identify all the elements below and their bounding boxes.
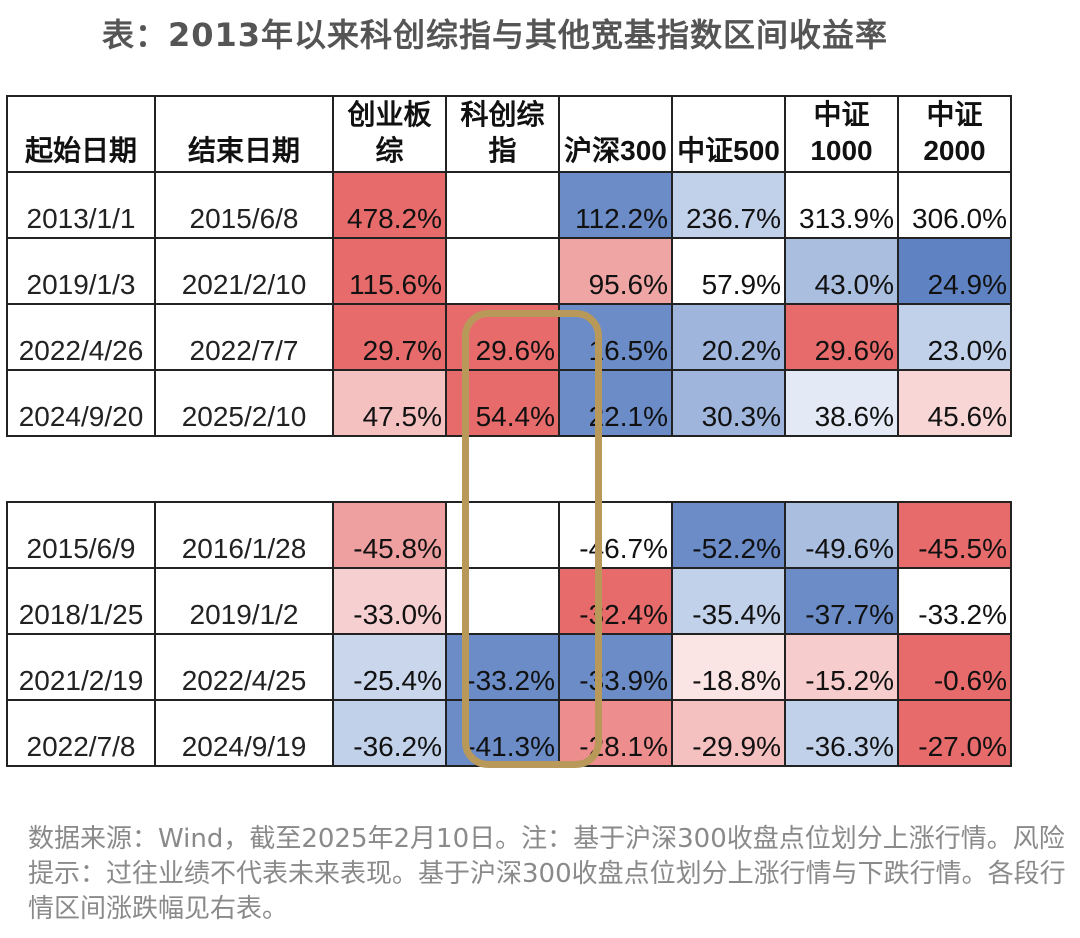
return-cell: -45.5% bbox=[897, 501, 1012, 569]
end-date-cell: 2019/1/2 bbox=[154, 567, 334, 635]
table-row: 2015/6/9 2016/1/28 -45.8% -46.7% -52.2% -49.6… bbox=[6, 501, 1012, 569]
start-date-cell: 2022/4/26 bbox=[6, 303, 156, 371]
return-cell: -33.0% bbox=[332, 567, 447, 635]
table-body: 2013/1/1 2015/6/8 478.2% 112.2% 236.7% 313.9%… bbox=[6, 171, 1012, 767]
return-cell: 22.1% bbox=[558, 369, 673, 437]
return-cell: 30.3% bbox=[671, 369, 786, 437]
table-row: 2021/2/19 2022/4/25 -25.4% -33.2% -33.9% -18.… bbox=[6, 633, 1012, 701]
gap-cell bbox=[155, 435, 333, 503]
col-header-csi300: 沪深300 bbox=[558, 95, 673, 173]
return-cell: 24.9% bbox=[897, 237, 1012, 305]
return-cell: 54.4% bbox=[445, 369, 560, 437]
gap-cell bbox=[672, 435, 785, 503]
table-title: 表：2013年以来科创综指与其他宽基指数区间收益率 bbox=[101, 16, 889, 54]
return-cell: -27.0% bbox=[897, 699, 1012, 767]
return-cell bbox=[445, 237, 560, 305]
return-cell: 38.6% bbox=[784, 369, 899, 437]
table-row: 2022/4/26 2022/7/7 29.7% 29.6% 16.5% 20.2% 29.… bbox=[6, 303, 1012, 371]
col-header-chinext: 创业板综 bbox=[332, 95, 447, 173]
table-header: 起始日期 结束日期 创业板综 科创综指 沪深300 中证500 中证1000 中… bbox=[6, 95, 1012, 173]
return-cell: -46.7% bbox=[558, 501, 673, 569]
return-cell: -45.8% bbox=[332, 501, 447, 569]
return-cell: -32.4% bbox=[558, 567, 673, 635]
return-cell: 45.6% bbox=[897, 369, 1012, 437]
section-gap-row bbox=[7, 435, 1011, 503]
return-cell: 23.0% bbox=[897, 303, 1012, 371]
end-date-cell: 2021/2/10 bbox=[154, 237, 334, 305]
table-row: 2022/7/8 2024/9/19 -36.2% -41.3% -28.1% -29.9… bbox=[6, 699, 1012, 767]
return-cell: -29.9% bbox=[671, 699, 786, 767]
table-row: 2013/1/1 2015/6/8 478.2% 112.2% 236.7% 313.9%… bbox=[6, 171, 1012, 239]
return-cell: -37.7% bbox=[784, 567, 899, 635]
return-cell: -49.6% bbox=[784, 501, 899, 569]
return-cell: -35.4% bbox=[671, 567, 786, 635]
table-row: 2024/9/20 2025/2/10 47.5% 54.4% 22.1% 30.3% 38… bbox=[6, 369, 1012, 437]
gap-cell bbox=[333, 435, 446, 503]
return-cell: -15.2% bbox=[784, 633, 899, 701]
return-cell: 20.2% bbox=[671, 303, 786, 371]
source-footnote: 数据来源：Wind，截至2025年2月10日。注：基于沪深300收盘点位划分上涨… bbox=[28, 824, 1066, 924]
col-header-end-date: 结束日期 bbox=[154, 95, 334, 173]
returns-table-container: 起始日期 结束日期 创业板综 科创综指 沪深300 中证500 中证1000 中… bbox=[6, 95, 1012, 767]
return-cell: -52.2% bbox=[671, 501, 786, 569]
end-date-cell: 2025/2/10 bbox=[154, 369, 334, 437]
start-date-cell: 2013/1/1 bbox=[6, 171, 156, 239]
return-cell: -33.2% bbox=[897, 567, 1012, 635]
table-row: 2019/1/3 2021/2/10 115.6% 95.6% 57.9% 43.0% 24… bbox=[6, 237, 1012, 305]
return-cell: 313.9% bbox=[784, 171, 899, 239]
start-date-cell: 2019/1/3 bbox=[6, 237, 156, 305]
return-cell: -41.3% bbox=[445, 699, 560, 767]
return-cell: 95.6% bbox=[558, 237, 673, 305]
col-header-csi1000: 中证1000 bbox=[784, 95, 899, 173]
return-cell: -0.6% bbox=[897, 633, 1012, 701]
return-cell: 29.6% bbox=[445, 303, 560, 371]
gap-cell bbox=[898, 435, 1011, 503]
gap-cell bbox=[559, 435, 672, 503]
col-header-star-composite: 科创综指 bbox=[445, 95, 560, 173]
col-header-start-date: 起始日期 bbox=[6, 95, 156, 173]
end-date-cell: 2016/1/28 bbox=[154, 501, 334, 569]
return-cell: 16.5% bbox=[558, 303, 673, 371]
gap-cell bbox=[785, 435, 898, 503]
return-cell: 29.7% bbox=[332, 303, 447, 371]
start-date-cell: 2021/2/19 bbox=[6, 633, 156, 701]
return-cell: -33.9% bbox=[558, 633, 673, 701]
gap-cell bbox=[446, 435, 559, 503]
return-cell: 112.2% bbox=[558, 171, 673, 239]
return-cell: -36.2% bbox=[332, 699, 447, 767]
start-date-cell: 2022/7/8 bbox=[6, 699, 156, 767]
return-cell: -28.1% bbox=[558, 699, 673, 767]
return-cell: 115.6% bbox=[332, 237, 447, 305]
return-cell: 47.5% bbox=[332, 369, 447, 437]
return-cell: 43.0% bbox=[784, 237, 899, 305]
return-cell: 57.9% bbox=[671, 237, 786, 305]
end-date-cell: 2015/6/8 bbox=[154, 171, 334, 239]
return-cell: -33.2% bbox=[445, 633, 560, 701]
end-date-cell: 2022/4/25 bbox=[154, 633, 334, 701]
return-cell bbox=[445, 501, 560, 569]
return-cell: -36.3% bbox=[784, 699, 899, 767]
table-row: 2018/1/25 2019/1/2 -33.0% -32.4% -35.4% -37.7… bbox=[6, 567, 1012, 635]
end-date-cell: 2022/7/7 bbox=[154, 303, 334, 371]
start-date-cell: 2018/1/25 bbox=[6, 567, 156, 635]
return-cell: 478.2% bbox=[332, 171, 447, 239]
return-cell: 306.0% bbox=[897, 171, 1012, 239]
end-date-cell: 2024/9/19 bbox=[154, 699, 334, 767]
return-cell: 29.6% bbox=[784, 303, 899, 371]
return-cell: -18.8% bbox=[671, 633, 786, 701]
return-cell bbox=[445, 171, 560, 239]
return-cell: 236.7% bbox=[671, 171, 786, 239]
returns-table: 起始日期 结束日期 创业板综 科创综指 沪深300 中证500 中证1000 中… bbox=[6, 95, 1012, 767]
return-cell bbox=[445, 567, 560, 635]
gap-cell bbox=[7, 435, 155, 503]
start-date-cell: 2015/6/9 bbox=[6, 501, 156, 569]
start-date-cell: 2024/9/20 bbox=[6, 369, 156, 437]
col-header-csi500: 中证500 bbox=[671, 95, 786, 173]
col-header-csi2000: 中证2000 bbox=[897, 95, 1012, 173]
return-cell: -25.4% bbox=[332, 633, 447, 701]
